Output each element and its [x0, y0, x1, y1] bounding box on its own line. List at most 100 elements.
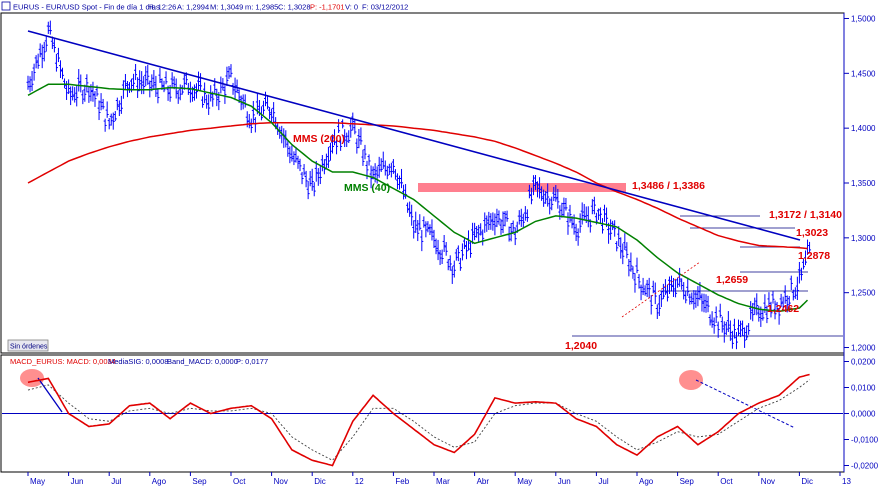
price-bar: [44, 35, 48, 52]
price-bar: [377, 156, 381, 178]
price-bar: [635, 257, 639, 274]
price-bar: [696, 286, 700, 307]
price-bar: [665, 284, 669, 302]
price-bar: [300, 171, 304, 185]
y-tick-label: 1,2500: [851, 289, 876, 298]
price-bar: [706, 295, 710, 313]
price-bar: [485, 215, 489, 232]
price-bar: [229, 64, 233, 78]
price-bar: [148, 80, 152, 98]
price-bar: [600, 218, 604, 234]
price-bar: [30, 70, 34, 91]
price-bar: [728, 320, 732, 341]
price-bar: [99, 93, 103, 111]
price-bar: [765, 305, 769, 324]
price-bar: [540, 186, 544, 201]
label-r1: 1,3172 / 1,3140: [769, 209, 842, 221]
status-label: Sin órdenes: [10, 344, 48, 351]
price-bar: [54, 53, 58, 72]
price-bar: [808, 241, 812, 254]
price-bar: [791, 289, 795, 301]
price-bar: [306, 181, 310, 200]
x-tick-label: Jun: [558, 477, 571, 486]
price-bar: [286, 140, 290, 157]
y-tick-label: 1,4000: [851, 124, 876, 133]
label-r2: 1,3023: [796, 227, 828, 239]
price-bar: [509, 223, 513, 242]
price-bar: [268, 107, 272, 120]
price-bar: [436, 239, 440, 261]
price-bar: [111, 112, 115, 130]
price-bar: [718, 303, 722, 318]
price-bar: [178, 84, 182, 101]
price-bar: [310, 168, 314, 191]
price-bar: [123, 74, 127, 90]
price-bar: [63, 78, 67, 89]
price-bar: [77, 69, 81, 92]
price-bar: [621, 243, 625, 265]
x-tick-label: Nov: [761, 477, 775, 486]
price-bar: [726, 311, 730, 333]
price-bar: [633, 273, 637, 293]
price-bar: [536, 181, 540, 198]
price-bar: [353, 120, 357, 135]
price-bar: [489, 213, 493, 230]
price-bar: [359, 127, 363, 145]
price-bar: [730, 330, 734, 349]
x-ticks: May Jun Jul Ago Sep Oct Nov Dic 12 Feb Mar Abr May Ju…: [27, 472, 851, 486]
price-bar: [708, 314, 712, 326]
price-bar: [475, 226, 479, 238]
price-bar: [538, 177, 542, 199]
price-bar: [349, 118, 353, 138]
price-bar: [552, 186, 556, 202]
price-bar: [548, 198, 552, 215]
price-bar: [26, 75, 30, 90]
header-date: F: 03/12/2012: [362, 3, 408, 12]
price-bar: [789, 275, 793, 290]
price-bar: [324, 153, 328, 169]
price-bar: [152, 70, 156, 89]
price-bar: [261, 100, 265, 115]
price-bar: [544, 191, 548, 204]
price-bar: [521, 213, 525, 228]
price-bar: [424, 221, 428, 238]
price-bar: [351, 112, 355, 131]
x-tick-label: Feb: [395, 477, 409, 486]
header-title: EURUS - EUR/USD Spot - Fin de día 1 días: [13, 3, 160, 12]
price-bar: [61, 67, 65, 80]
price-bar: [69, 86, 73, 106]
price-bar: [542, 189, 546, 207]
price-bar: [412, 220, 416, 239]
price-bar: [170, 72, 174, 89]
header-open: A: 1,2994: [177, 3, 209, 12]
price-bar: [328, 142, 332, 161]
x-tick-label: May: [517, 477, 532, 486]
price-bar: [481, 229, 485, 246]
price-bars: [26, 20, 812, 350]
y-tick-label: 1,3500: [851, 179, 876, 188]
x-tick-label: Oct: [233, 477, 246, 486]
price-bar: [519, 208, 523, 227]
x-tick-label: Oct: [720, 477, 733, 486]
price-bar: [194, 83, 198, 99]
x-tick-label: Mar: [436, 477, 450, 486]
price-bar: [107, 118, 111, 130]
price-bar: [71, 86, 75, 101]
price-bar: [460, 243, 464, 261]
price-bar: [176, 90, 180, 104]
price-bar: [751, 303, 755, 322]
price-bar: [749, 301, 753, 320]
price-bar: [93, 91, 97, 107]
header-high: M: 1,3049: [210, 3, 243, 12]
status-badge[interactable]: [7, 339, 49, 352]
symbol-icon[interactable]: [1, 1, 11, 11]
price-bar: [511, 220, 515, 233]
price-bar: [134, 63, 138, 81]
price-bar: [312, 182, 316, 197]
price-bar: [590, 199, 594, 215]
price-bar: [73, 87, 77, 103]
downtrend-line: [27, 30, 801, 241]
price-bar: [138, 70, 142, 92]
price-bar: [568, 204, 572, 223]
price-bar: [645, 279, 649, 297]
